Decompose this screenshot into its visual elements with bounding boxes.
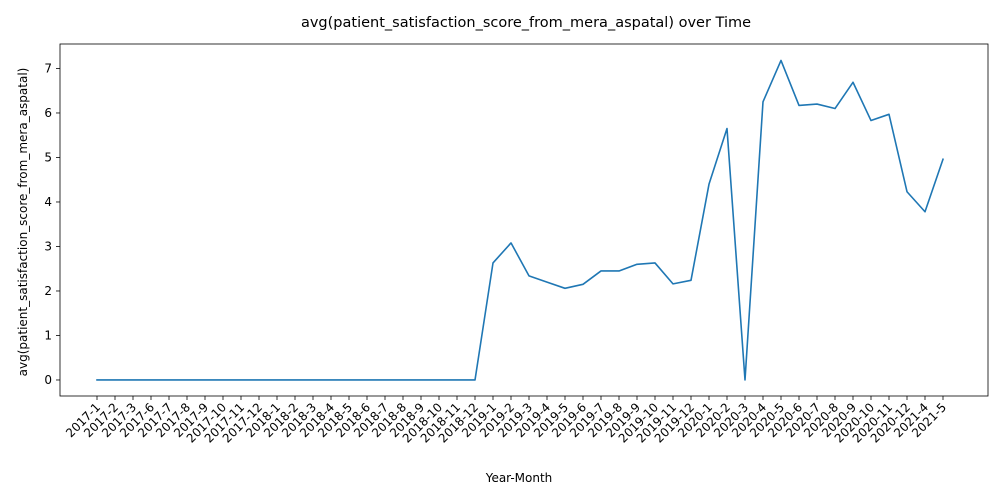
y-tick-label: 6 <box>44 106 52 120</box>
y-tick-label: 4 <box>44 195 52 209</box>
y-tick-label: 0 <box>44 373 52 387</box>
y-tick-label: 7 <box>44 61 52 75</box>
y-tick-label: 5 <box>44 150 52 164</box>
y-tick-label: 3 <box>44 239 52 253</box>
y-axis-ticks: 0 1 2 3 4 5 6 7 <box>44 61 60 387</box>
x-axis-label: Year-Month <box>485 471 553 485</box>
y-axis-label: avg(patient_satisfaction_score_from_mera… <box>16 68 30 377</box>
plot-frame <box>59 43 989 397</box>
y-tick-label: 2 <box>44 284 52 298</box>
series-line <box>96 59 945 381</box>
chart-title: avg(patient_satisfaction_score_from_mera… <box>301 15 751 31</box>
y-tick-label: 1 <box>44 328 52 342</box>
x-axis-ticks: 2017-12017-22017-32017-62017-72017-82017… <box>63 396 949 446</box>
